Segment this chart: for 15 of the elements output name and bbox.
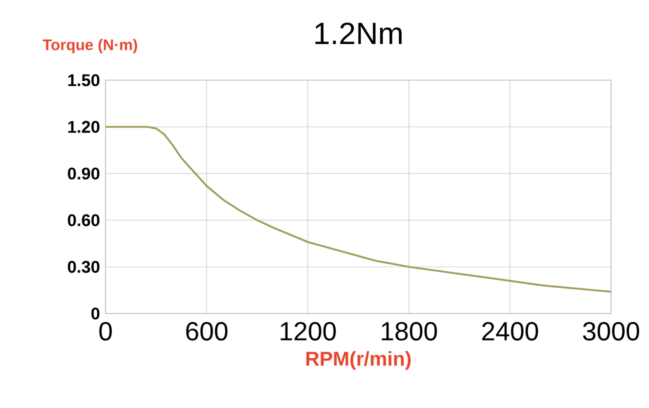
y-tick-label: 0 [91, 308, 100, 320]
x-tick-label: 1800 [382, 322, 437, 341]
x-tick-label: 1200 [280, 322, 336, 341]
x-tick-label: 3000 [583, 322, 640, 341]
y-tick-label: 0.60 [68, 214, 100, 226]
x-tick-label: 600 [186, 322, 228, 341]
y-tick-label: 0.90 [68, 168, 100, 180]
y-axis-title: Torque (N·m) [42, 38, 138, 54]
x-axis-title: RPM(r/min) [306, 351, 411, 370]
y-tick-label: 0.30 [68, 260, 100, 273]
y-tick-label: 1.20 [68, 120, 100, 133]
x-tick-label: 2400 [482, 322, 538, 341]
chart-title: 1.2Nm [315, 22, 402, 44]
x-tick-label: 0 [99, 322, 112, 341]
y-tick-label: 1.50 [68, 74, 100, 86]
